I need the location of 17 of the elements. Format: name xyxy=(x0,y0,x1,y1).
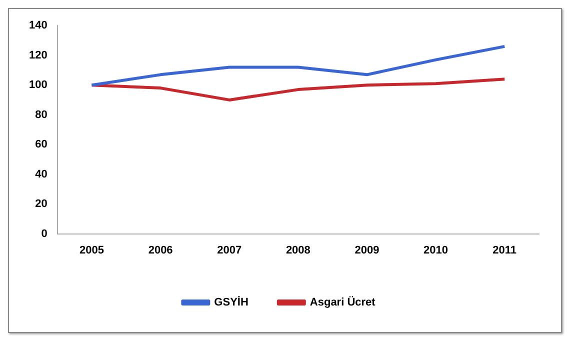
x-tick-label: 2005 xyxy=(80,244,104,256)
legend-label: Asgari Ücret xyxy=(310,296,376,309)
y-tick-label: 40 xyxy=(35,168,48,180)
x-tick-label: 2007 xyxy=(217,244,242,256)
y-tick-label: 0 xyxy=(41,228,48,240)
y-tick-label: 120 xyxy=(28,49,48,62)
y-tick-label: 140 xyxy=(28,20,48,32)
legend-label: GSYİH xyxy=(214,296,248,309)
x-tick-label: 2008 xyxy=(286,244,310,256)
y-tick-label: 60 xyxy=(35,138,48,151)
x-tick-label: 2006 xyxy=(148,244,173,256)
x-tick-label: 2009 xyxy=(354,244,380,256)
y-tick-label: 20 xyxy=(35,198,48,210)
y-tick-label: 100 xyxy=(28,79,48,92)
x-tick-label: 2011 xyxy=(492,244,517,256)
y-tick-label: 80 xyxy=(35,108,48,121)
x-tick-label: 2010 xyxy=(424,244,448,256)
